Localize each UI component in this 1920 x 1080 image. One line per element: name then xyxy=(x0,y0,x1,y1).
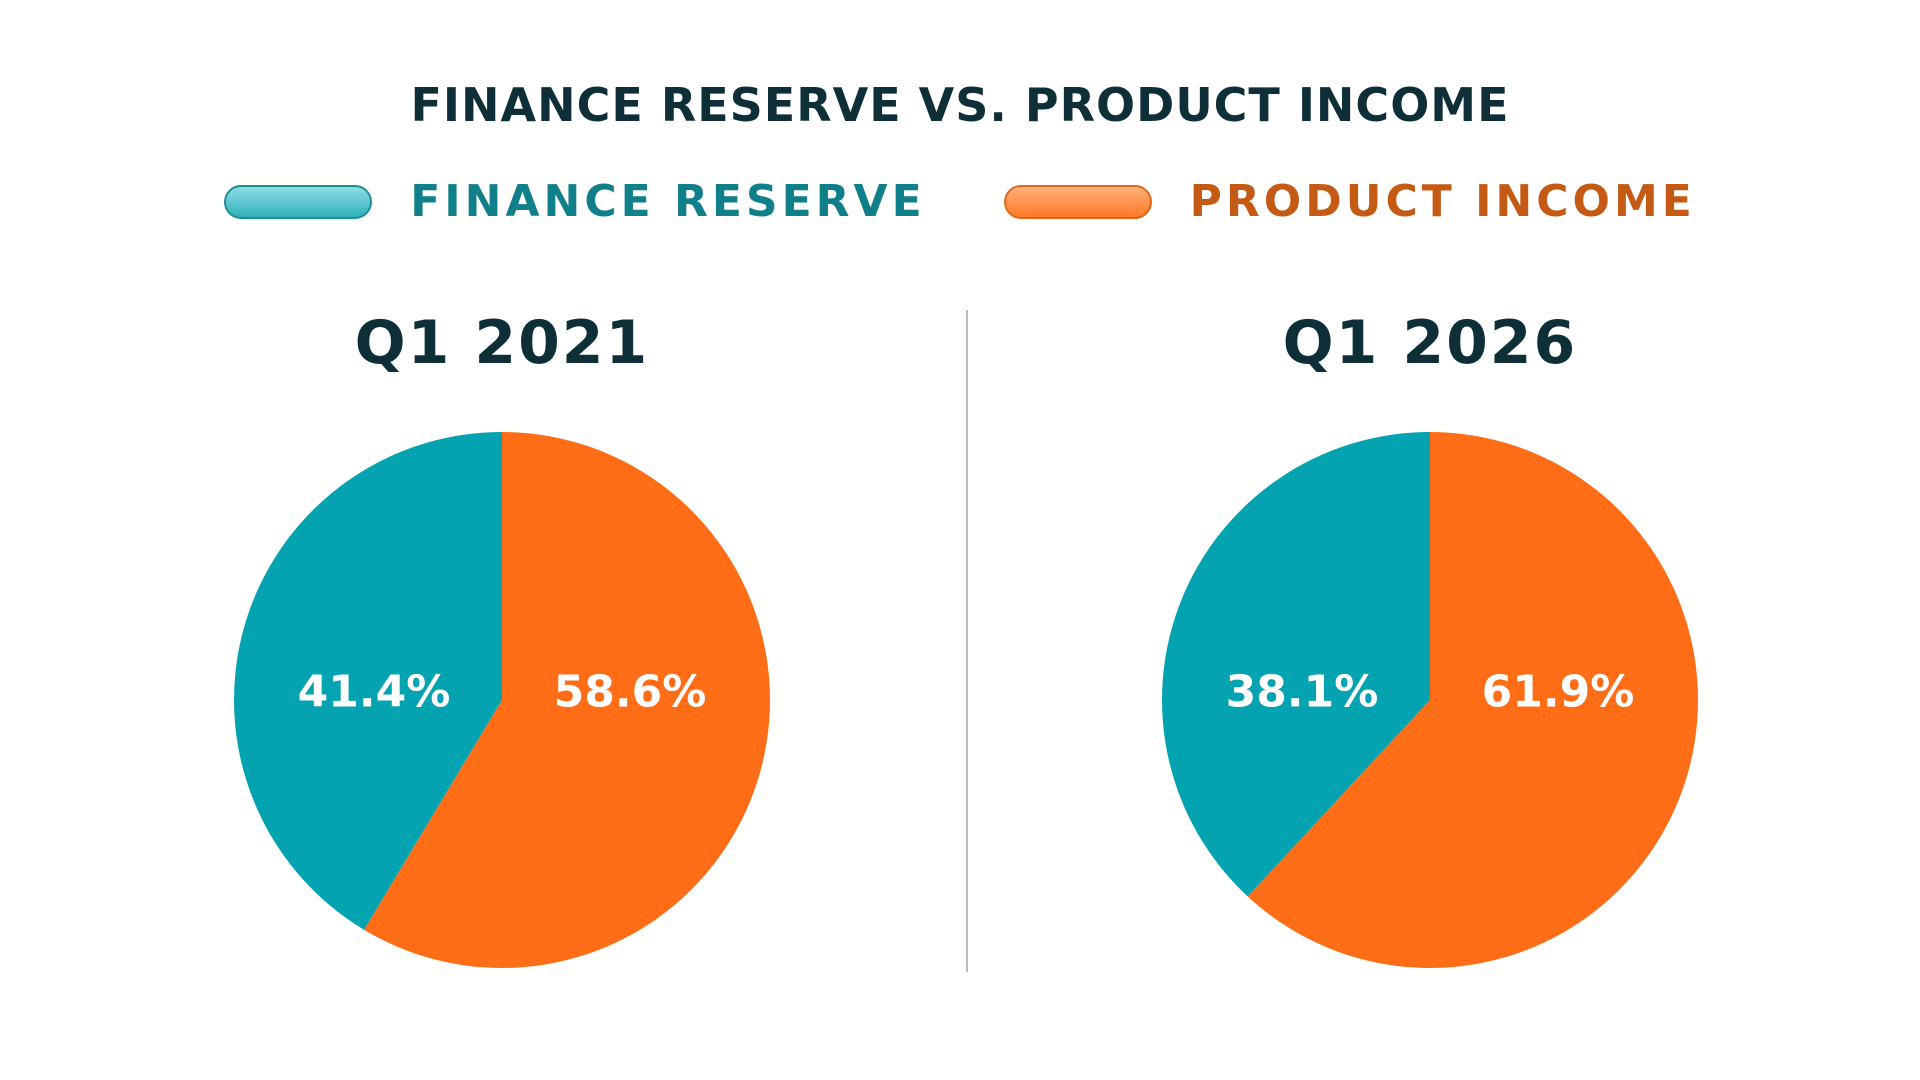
legend: FINANCE RESERVE PRODUCT INCOME xyxy=(0,176,1920,227)
legend-item-finance-reserve: FINANCE RESERVE xyxy=(224,176,925,227)
pie-slice-finance-reserve xyxy=(1162,432,1430,897)
pie-chart-q1-2021: 41.4% 58.6% xyxy=(234,432,770,968)
pie-slice-product-income xyxy=(364,432,770,968)
legend-swatch-finance-reserve xyxy=(224,184,373,219)
legend-swatch-product-income xyxy=(1003,184,1152,219)
legend-label-finance-reserve: FINANCE RESERVE xyxy=(410,176,926,227)
data-label-finance-reserve: 41.4% xyxy=(298,667,451,718)
data-label-finance-reserve: 38.1% xyxy=(1226,667,1379,718)
data-label-product-income: 58.6% xyxy=(554,667,707,718)
panel-divider xyxy=(966,310,968,972)
legend-label-product-income: PRODUCT INCOME xyxy=(1189,176,1696,227)
pie-title-q1-2021: Q1 2021 xyxy=(354,308,650,378)
chart-title: FINANCE RESERVE VS. PRODUCT INCOME xyxy=(410,78,1510,132)
pie-chart-q1-2026: 38.1% 61.9% xyxy=(1162,432,1698,968)
pie-slice-product-income xyxy=(1247,432,1698,968)
legend-item-product-income: PRODUCT INCOME xyxy=(1003,176,1696,227)
pie-title-q1-2026: Q1 2026 xyxy=(1282,308,1578,378)
data-label-product-income: 61.9% xyxy=(1482,667,1635,718)
pie-slice-finance-reserve xyxy=(234,432,502,930)
